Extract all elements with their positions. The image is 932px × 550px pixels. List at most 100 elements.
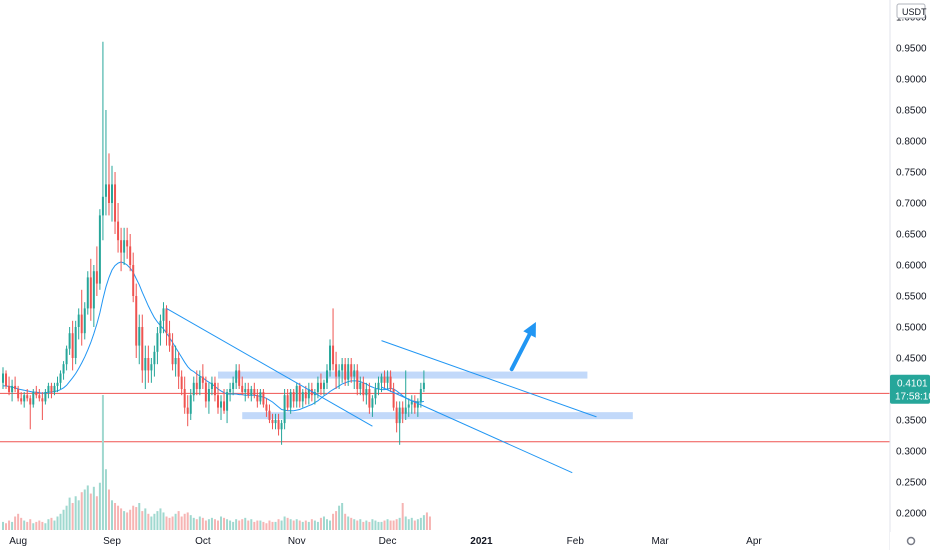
volume-bar (371, 519, 374, 530)
candle-body (147, 358, 150, 371)
candle-body (117, 221, 120, 241)
candle-body (26, 395, 29, 399)
volume-bar (374, 520, 377, 530)
candle-body (301, 392, 304, 402)
candle-body (23, 395, 26, 402)
volume-bar (283, 516, 286, 530)
candle-body (332, 345, 335, 365)
price-axis[interactable] (890, 0, 932, 550)
candle-body (262, 392, 265, 405)
up-arrow-icon (523, 322, 536, 338)
candle-body (165, 308, 168, 334)
candle-body (2, 373, 4, 383)
volume-bar (289, 519, 292, 530)
candle-body (80, 314, 83, 334)
candle-body (368, 389, 371, 408)
y-tick-label: 0.7000 (896, 199, 927, 210)
candle-body (195, 382, 198, 389)
candle-body (350, 364, 353, 377)
plot-area[interactable] (0, 0, 890, 550)
volume-bar (198, 516, 201, 530)
candle-body (62, 364, 65, 374)
resistance-zone-0 (217, 371, 588, 379)
x-tick-label: Dec (379, 536, 397, 547)
volume-bar (50, 517, 53, 530)
volume-bar (422, 515, 425, 530)
candle-body (383, 376, 386, 383)
volume-bar (344, 513, 347, 530)
volume-bar (201, 517, 204, 530)
candle-body (223, 401, 226, 411)
volume-bar (322, 516, 325, 530)
candle-body (50, 385, 53, 393)
candle-body (114, 184, 117, 222)
volume-bar (362, 521, 365, 530)
candle-body (268, 410, 271, 420)
volume-bar (168, 517, 171, 530)
candle-body (138, 327, 141, 346)
candle-body (295, 385, 298, 402)
candle-body (98, 215, 101, 284)
currency-label-box[interactable] (896, 3, 926, 19)
volume-bar (77, 500, 80, 530)
candle-body (419, 389, 422, 402)
volume-bar (41, 521, 44, 530)
volume-bar (120, 508, 123, 530)
y-tick-label: 0.8000 (896, 137, 927, 148)
candle-body (92, 271, 95, 309)
volume-bar (359, 519, 362, 530)
candle-body (253, 389, 256, 396)
volume-bar (186, 512, 189, 530)
volume-bar (298, 520, 301, 530)
volume-bar (8, 520, 11, 530)
y-tick-label: 0.4500 (896, 354, 927, 365)
volume-bar (210, 517, 213, 530)
settings-icon[interactable] (906, 536, 916, 546)
candle-body (238, 370, 241, 386)
candle-body (404, 407, 407, 414)
candle-body (174, 358, 177, 365)
volume-bar (44, 523, 47, 530)
volume-bar (5, 523, 8, 530)
candle-body (14, 385, 17, 389)
volume-bar (204, 520, 207, 530)
volume-bar (244, 517, 247, 530)
candle-body (35, 392, 38, 396)
volume-bar (410, 517, 413, 530)
candle-body (416, 401, 419, 408)
volume-bar (377, 521, 380, 530)
x-tick-label: Oct (195, 536, 211, 547)
volume-bar (71, 503, 74, 530)
candle-body (156, 333, 159, 352)
candle-body (192, 382, 195, 396)
volume-bar (292, 520, 295, 530)
countdown-label: 17:58:10 (895, 392, 932, 403)
volume-bar (365, 520, 368, 530)
candle-body (389, 376, 392, 389)
y-tick-label: 0.5000 (896, 323, 927, 334)
price-tag (890, 374, 930, 404)
volume-bar (129, 509, 132, 530)
volume-bar (89, 493, 92, 530)
volume-bar (180, 516, 183, 530)
x-tick-label: Mar (651, 536, 669, 547)
volume-bar (62, 509, 65, 530)
candle-body (8, 385, 11, 393)
candle-body (38, 395, 41, 399)
candle-body (65, 348, 68, 365)
volume-bar (241, 519, 244, 530)
candle-body (135, 296, 138, 346)
candle-body (277, 420, 280, 430)
volume-bar (138, 503, 141, 530)
volume-bar (350, 517, 353, 530)
candle-body (235, 370, 238, 383)
volume-bar (17, 513, 20, 530)
x-tick-label: Sep (103, 536, 121, 547)
y-tick-label: 0.3500 (896, 416, 927, 427)
candle-body (168, 333, 171, 346)
volume-bar (253, 521, 256, 530)
y-tick-label: 0.9000 (896, 75, 927, 86)
volume-bar (80, 492, 83, 530)
volume-bar (117, 505, 120, 530)
